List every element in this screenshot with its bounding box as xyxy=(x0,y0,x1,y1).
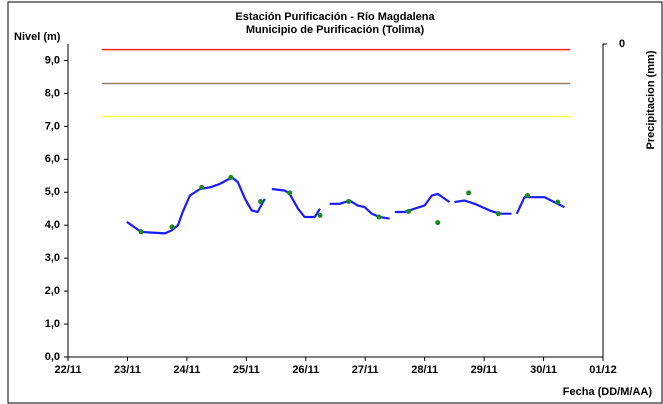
y-tick-label: 2,0 xyxy=(45,285,60,297)
x-tick-label: 23/11 xyxy=(114,364,141,376)
y-tick-label: 1,0 xyxy=(45,318,60,330)
data-point xyxy=(466,190,472,196)
data-point xyxy=(376,214,382,220)
x-tick-label: 24/11 xyxy=(173,364,200,376)
y-tick-label: 7,0 xyxy=(45,120,60,132)
data-point xyxy=(555,199,561,205)
data-point xyxy=(317,212,323,218)
data-point xyxy=(228,174,234,180)
x-tick-label: 25/11 xyxy=(233,364,260,376)
data-point xyxy=(346,198,352,204)
chart-subtitle: Municipio de Purificación (Tolima) xyxy=(246,24,425,36)
x-tick-label: 26/11 xyxy=(292,364,319,376)
y-tick-label: 6,0 xyxy=(45,153,60,165)
y2-tick-label: 0 xyxy=(619,38,625,50)
data-point xyxy=(406,208,412,214)
y-axis-label: Nivel (m) xyxy=(14,31,61,43)
data-point xyxy=(199,184,205,190)
chart-title: Estación Purificación - Río Magdalena xyxy=(235,11,435,23)
x-tick-label: 01/12 xyxy=(589,364,617,376)
y-tick-label: 8,0 xyxy=(45,87,60,99)
y2-axis-label: Precipitacion (mm) xyxy=(645,50,657,149)
x-tick-label: 30/11 xyxy=(530,364,557,376)
data-point xyxy=(435,220,441,226)
x-tick-label: 28/11 xyxy=(411,364,438,376)
y-tick-label: 4,0 xyxy=(45,219,60,231)
x-tick-label: 29/11 xyxy=(471,364,498,376)
y-tick-label: 0,0 xyxy=(45,351,60,363)
y-tick-label: 9,0 xyxy=(45,54,60,66)
chart-frame xyxy=(7,1,663,404)
data-point xyxy=(258,198,264,204)
data-point xyxy=(495,211,501,217)
y-tick-label: 3,0 xyxy=(45,252,60,264)
data-point xyxy=(169,224,175,230)
x-axis-label: Fecha (DD/M/AA) xyxy=(563,386,653,398)
data-point xyxy=(138,229,144,235)
x-tick-label: 22/11 xyxy=(55,364,82,376)
y-tick-label: 5,0 xyxy=(45,186,60,198)
x-tick-label: 27/11 xyxy=(352,364,379,376)
data-point xyxy=(525,193,531,199)
data-point xyxy=(287,190,293,196)
